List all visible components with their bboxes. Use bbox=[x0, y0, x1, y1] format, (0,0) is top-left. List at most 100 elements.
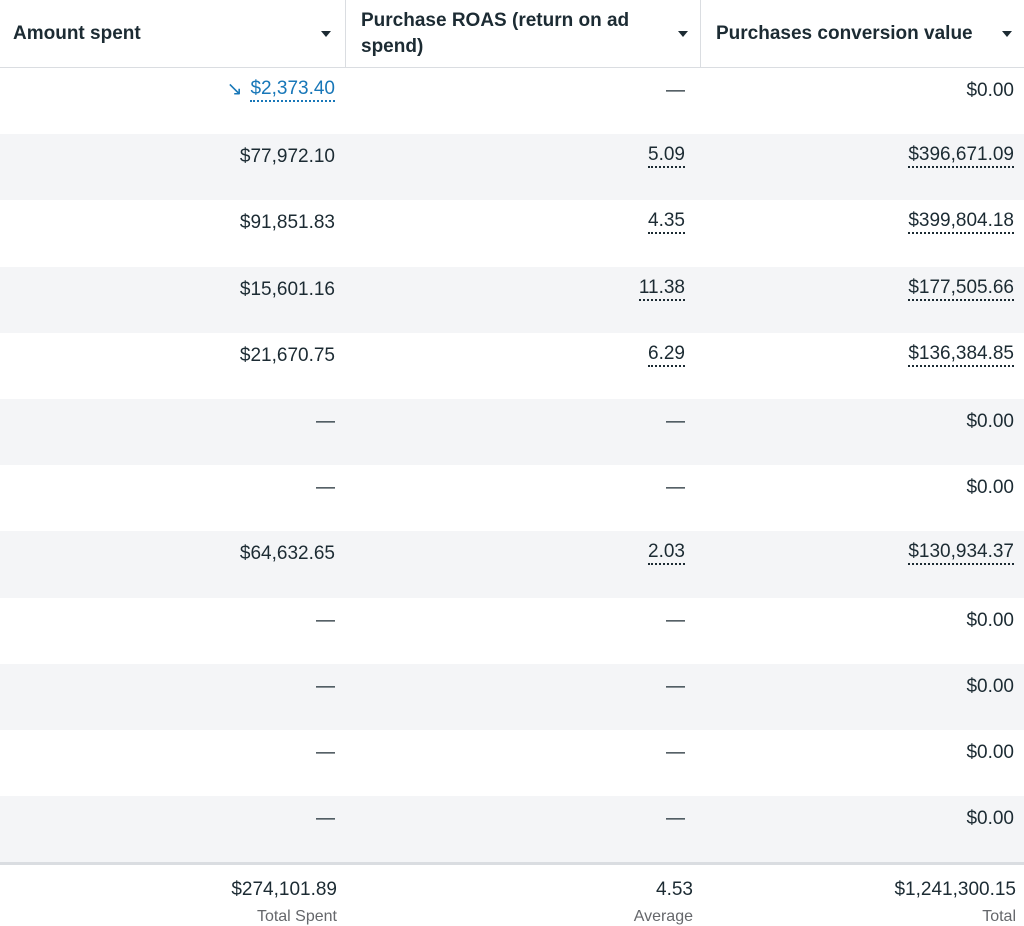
cell-amount-spent: $21,670.75 bbox=[0, 333, 346, 399]
cell-purchase-roas: 11.38 bbox=[346, 267, 701, 333]
table-row: $77,972.10 5.09 $396,671.09 bbox=[0, 134, 1024, 201]
average-roas-value: 4.53 bbox=[656, 879, 693, 901]
amount-spent-value: — bbox=[316, 675, 335, 697]
cell-purchase-roas: 5.09 bbox=[346, 134, 701, 200]
caret-down-icon[interactable] bbox=[1002, 30, 1012, 37]
cell-conversion-value: $0.00 bbox=[701, 465, 1024, 531]
cell-amount-spent: — bbox=[0, 598, 346, 664]
caret-down-icon[interactable] bbox=[678, 30, 688, 37]
roas-value: — bbox=[666, 410, 685, 432]
average-roas-label: Average bbox=[633, 908, 693, 926]
table-footer: $274,101.89 Total Spent 4.53 Average $1,… bbox=[0, 862, 1024, 926]
total-spent-value: $274,101.89 bbox=[231, 879, 337, 901]
table-row: $64,632.65 2.03 $130,934.37 bbox=[0, 531, 1024, 598]
total-conversion-value: $1,241,300.15 bbox=[894, 879, 1016, 901]
cell-purchase-roas: 6.29 bbox=[346, 333, 701, 399]
conversion-value: $0.00 bbox=[966, 80, 1014, 101]
conversion-value: $0.00 bbox=[966, 808, 1014, 830]
amount-spent-value: — bbox=[316, 410, 335, 432]
amount-spent-value: — bbox=[316, 477, 335, 499]
cell-amount-spent: $91,851.83 bbox=[0, 200, 346, 266]
cell-amount-spent: $77,972.10 bbox=[0, 134, 346, 200]
cell-amount-spent: — bbox=[0, 664, 346, 730]
conversion-value[interactable]: $177,505.66 bbox=[908, 277, 1014, 301]
cell-conversion-value: $130,934.37 bbox=[701, 531, 1024, 597]
roas-value[interactable]: 5.09 bbox=[648, 144, 685, 169]
table-row: ↘ $2,373.40 — $0.00 bbox=[0, 68, 1024, 134]
conversion-value: $0.00 bbox=[966, 410, 1014, 432]
table-row: $91,851.83 4.35 $399,804.18 bbox=[0, 200, 1024, 266]
conversion-value: $0.00 bbox=[966, 675, 1014, 697]
amount-spent-link[interactable]: $2,373.40 bbox=[250, 78, 335, 102]
cell-amount-spent: $64,632.65 bbox=[0, 531, 346, 597]
cell-conversion-value: $0.00 bbox=[701, 664, 1024, 730]
amount-spent-value: $64,632.65 bbox=[239, 543, 335, 565]
total-conversion-label: Total bbox=[982, 908, 1016, 926]
conversion-value: $0.00 bbox=[966, 477, 1014, 499]
cell-purchase-roas: — bbox=[346, 730, 701, 796]
cell-amount-spent: $15,601.16 bbox=[0, 267, 346, 333]
roas-value: — bbox=[666, 675, 685, 697]
table-row: — — $0.00 bbox=[0, 398, 1024, 466]
roas-value: — bbox=[666, 808, 685, 830]
amount-spent-value: $21,670.75 bbox=[239, 344, 335, 366]
table-header: Amount spent Purchase ROAS (return on ad… bbox=[0, 0, 1024, 68]
cell-amount-spent: — bbox=[0, 399, 346, 465]
total-spent-label: Total Spent bbox=[256, 908, 337, 926]
conversion-value: $0.00 bbox=[966, 609, 1014, 631]
trend-down-icon: ↘ bbox=[226, 79, 243, 100]
table-row: — — $0.00 bbox=[0, 465, 1024, 531]
roas-value: — bbox=[666, 741, 685, 763]
column-header-purchases-conversion-value[interactable]: Purchases conversion value bbox=[701, 0, 1024, 67]
cell-purchase-roas: — bbox=[346, 399, 701, 465]
roas-value[interactable]: 6.29 bbox=[648, 343, 685, 367]
cell-amount-spent: — bbox=[0, 796, 346, 862]
table-body: ↘ $2,373.40 — $0.00 $77,972.10 5.09 $396,671.0… bbox=[0, 68, 1024, 863]
cell-purchase-roas: — bbox=[346, 796, 701, 862]
cell-conversion-value: $0.00 bbox=[701, 796, 1024, 862]
cell-conversion-value: $136,384.85 bbox=[701, 333, 1024, 399]
conversion-value: $0.00 bbox=[966, 741, 1014, 763]
cell-amount-spent: — bbox=[0, 465, 346, 531]
cell-purchase-roas: — bbox=[346, 465, 701, 531]
amount-spent-value: $91,851.83 bbox=[239, 212, 335, 234]
cell-conversion-value: $396,671.09 bbox=[701, 134, 1024, 200]
cell-purchase-roas: 4.35 bbox=[346, 200, 701, 266]
table-row: — — $0.00 bbox=[0, 598, 1024, 664]
cell-amount-spent: — bbox=[0, 730, 346, 796]
roas-value: — bbox=[666, 477, 685, 499]
cell-conversion-value: $399,804.18 bbox=[701, 200, 1024, 266]
roas-value: — bbox=[666, 80, 685, 101]
conversion-value[interactable]: $396,671.09 bbox=[908, 144, 1014, 169]
roas-value: — bbox=[666, 609, 685, 631]
amount-spent-value: $15,601.16 bbox=[239, 278, 335, 300]
conversion-value[interactable]: $136,384.85 bbox=[908, 343, 1014, 367]
cell-conversion-value: $0.00 bbox=[701, 730, 1024, 796]
column-header-purchase-roas[interactable]: Purchase ROAS (return on ad spend) bbox=[346, 0, 701, 67]
column-header-label: Purchase ROAS (return on ad spend) bbox=[361, 9, 630, 57]
column-header-amount-spent[interactable]: Amount spent bbox=[0, 0, 346, 67]
cell-purchase-roas: — bbox=[346, 598, 701, 664]
conversion-value[interactable]: $130,934.37 bbox=[908, 541, 1014, 566]
table-row: — — $0.00 bbox=[0, 730, 1024, 796]
roas-value[interactable]: 4.35 bbox=[648, 210, 685, 235]
roas-value[interactable]: 11.38 bbox=[638, 277, 685, 301]
column-header-label: Purchases conversion value bbox=[716, 22, 973, 44]
amount-spent-value: — bbox=[316, 609, 335, 631]
cell-purchase-roas: — bbox=[346, 664, 701, 730]
amount-spent-value: — bbox=[316, 808, 335, 830]
caret-down-icon[interactable] bbox=[321, 30, 331, 37]
conversion-value[interactable]: $399,804.18 bbox=[908, 210, 1014, 235]
footer-amount-spent: $274,101.89 Total Spent bbox=[0, 865, 346, 926]
roas-value[interactable]: 2.03 bbox=[648, 541, 685, 566]
column-header-label: Amount spent bbox=[13, 22, 141, 44]
cell-conversion-value: $177,505.66 bbox=[701, 267, 1024, 333]
amount-spent-value: $77,972.10 bbox=[239, 146, 335, 168]
amount-spent-value: — bbox=[316, 741, 335, 763]
cell-amount-spent: ↘ $2,373.40 bbox=[0, 68, 346, 134]
table-row: $15,601.16 11.38 $177,505.66 bbox=[0, 266, 1024, 333]
cell-conversion-value: $0.00 bbox=[701, 399, 1024, 465]
cell-conversion-value: $0.00 bbox=[701, 68, 1024, 134]
footer-conversion-value: $1,241,300.15 Total bbox=[701, 865, 1024, 926]
